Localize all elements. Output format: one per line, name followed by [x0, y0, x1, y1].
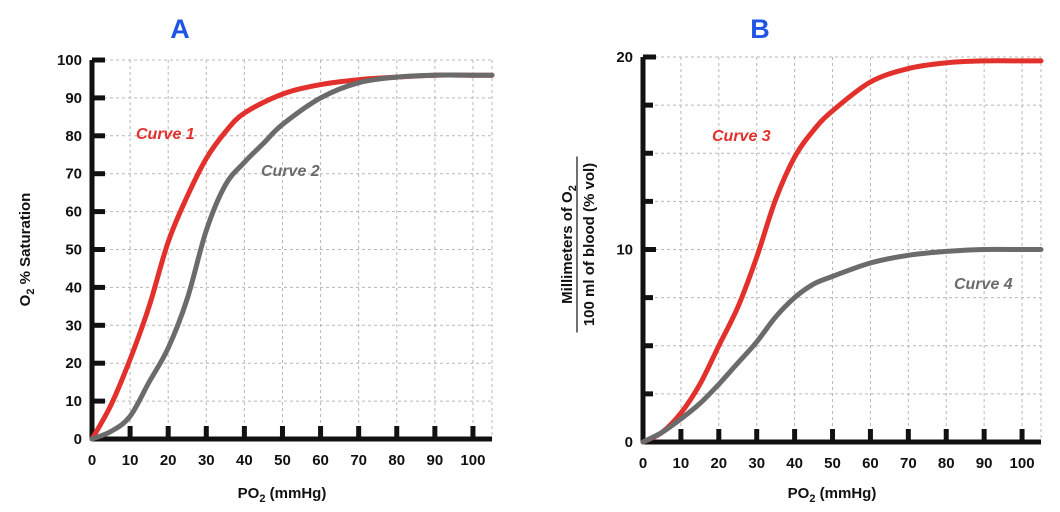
x-axis-label: PO2 (mmHg) [788, 485, 877, 505]
x-tick-label: 10 [122, 452, 139, 469]
x-axis-label: PO2 (mmHg) [238, 485, 327, 505]
y-tick-label: 0 [625, 434, 633, 451]
series-line-curve-3 [640, 58, 1044, 445]
x-tick-label: 90 [427, 452, 444, 469]
y-tick-label: 40 [65, 279, 82, 296]
x-tick-label: 10 [673, 455, 690, 472]
y-axis-label-denominator: 100 ml of blood (% vol) [581, 163, 598, 326]
y-tick-label: 20 [65, 355, 82, 372]
series-line-curve-4 [640, 246, 1044, 445]
y-tick-label: 90 [65, 90, 82, 107]
x-tick-label: 20 [160, 452, 177, 469]
y-tick-label: 100 [57, 52, 82, 69]
panel-title: A [170, 14, 190, 44]
chart-panel-b: 0 10 20 30 40 50 60 70 80 90 100 0 10 20 Curve 3 Curve … [559, 14, 1044, 505]
y-tick-label: 30 [65, 317, 82, 334]
x-tick-label: 60 [862, 455, 879, 472]
chart-panel-a: 0 10 20 30 40 50 60 70 80 90 100 0 10 20 30 40 50 60 70 80 9… [17, 14, 495, 505]
x-tick-label: 50 [824, 455, 841, 472]
series-label-curve-3: Curve 3 [712, 128, 771, 145]
series-label-curve-2: Curve 2 [261, 163, 320, 180]
x-tick-label: 80 [938, 455, 955, 472]
x-tick-label: 70 [350, 452, 367, 469]
x-tick-label: 90 [976, 455, 993, 472]
y-tick-label: 60 [65, 204, 82, 221]
x-tick-label: 100 [1010, 455, 1035, 472]
x-tick-label: 100 [460, 452, 485, 469]
series-line-curve-2 [89, 72, 495, 442]
x-tick-label: 20 [710, 455, 727, 472]
x-tick-label: 60 [312, 452, 329, 469]
y-tick-label: 20 [616, 49, 633, 66]
y-axis-label-fraction: Millimeters of O2 100 ml of blood (% vol) [559, 156, 598, 333]
x-tick-label: 80 [388, 452, 405, 469]
series-label-curve-1: Curve 1 [136, 126, 195, 143]
x-tick-label: 0 [88, 452, 96, 469]
y-tick-label: 0 [74, 431, 82, 448]
x-tick-label: 30 [748, 455, 765, 472]
y-tick-label: 70 [65, 166, 82, 183]
y-axis-label-numerator: Millimeters of O2 [559, 185, 579, 304]
y-tick-label: 80 [65, 128, 82, 145]
y-tick-label: 10 [65, 393, 82, 410]
x-tick-label: 40 [236, 452, 253, 469]
grid [92, 59, 493, 439]
y-tick-label: 50 [65, 242, 82, 259]
grid [643, 56, 1042, 442]
series-label-curve-4: Curve 4 [954, 276, 1013, 293]
x-tick-label: 30 [198, 452, 215, 469]
x-tick-label: 0 [639, 455, 647, 472]
x-tick-label: 40 [786, 455, 803, 472]
x-tick-label: 70 [900, 455, 917, 472]
panel-title: B [750, 14, 770, 44]
x-tick-label: 50 [274, 452, 291, 469]
y-axis-label: O2 % Saturation [17, 193, 37, 307]
y-tick-label: 10 [616, 242, 633, 259]
